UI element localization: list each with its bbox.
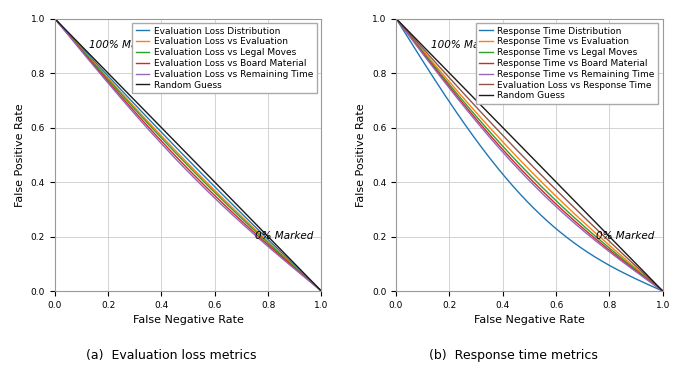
Y-axis label: False Positive Rate: False Positive Rate (15, 103, 25, 207)
Text: (b)  Response time metrics: (b) Response time metrics (429, 349, 598, 362)
Legend: Evaluation Loss Distribution, Evaluation Loss vs Evaluation, Evaluation Loss vs : Evaluation Loss Distribution, Evaluation… (132, 23, 317, 93)
X-axis label: False Negative Rate: False Negative Rate (474, 315, 585, 325)
Text: 100% Marked: 100% Marked (89, 40, 161, 50)
X-axis label: False Negative Rate: False Negative Rate (133, 315, 243, 325)
Text: 0% Marked: 0% Marked (597, 231, 655, 241)
Legend: Response Time Distribution, Response Time vs Evaluation, Response Time vs Legal : Response Time Distribution, Response Tim… (475, 23, 658, 104)
Y-axis label: False Positive Rate: False Positive Rate (356, 103, 366, 207)
Text: (a)  Evaluation loss metrics: (a) Evaluation loss metrics (86, 349, 256, 362)
Text: 100% Marked: 100% Marked (431, 40, 502, 50)
Text: 0% Marked: 0% Marked (255, 231, 314, 241)
